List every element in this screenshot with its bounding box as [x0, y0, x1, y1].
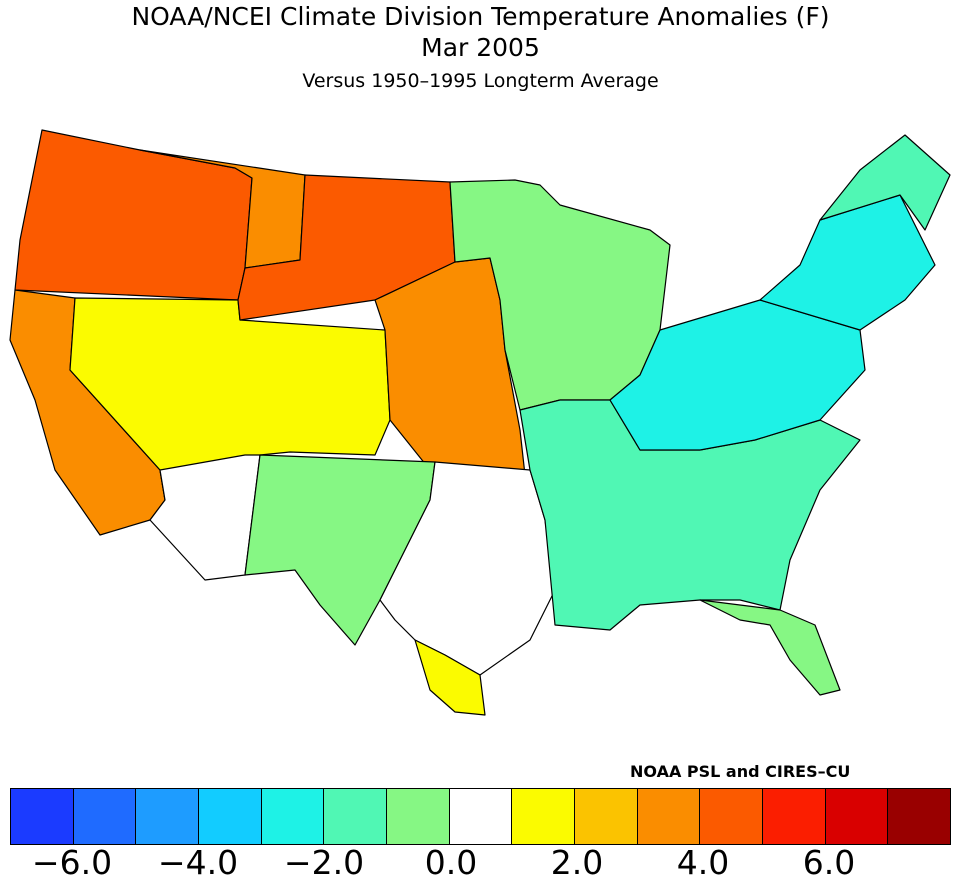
credit-text: NOAA PSL and CIRES–CU [630, 762, 851, 781]
region-northeast [759, 194, 936, 331]
color-scale-bin [136, 789, 200, 844]
us-climate-division-map [9, 129, 951, 716]
region-florida [699, 599, 841, 696]
color-scale-bin [763, 789, 826, 844]
color-scale-bin [11, 789, 74, 844]
map-subtitle: Versus 1950–1995 Longterm Average [302, 70, 659, 92]
color-scale-label: 2.0 [550, 843, 604, 882]
color-scale-label: −6.0 [31, 843, 113, 882]
color-scale-bin [637, 789, 701, 844]
region-southwest [149, 454, 261, 581]
region-pacific-northwest [14, 129, 253, 301]
region-south-texas [414, 639, 486, 716]
color-scale-bin [73, 789, 137, 844]
region-maine [819, 134, 951, 231]
map-title: NOAA/NCEI Climate Division Temperature A… [131, 2, 830, 31]
color-scale-bin [700, 789, 764, 844]
color-scale-bin [324, 789, 388, 844]
map-date: Mar 2005 [421, 33, 540, 62]
color-scale-bin [387, 789, 450, 844]
color-scale-bin [888, 789, 951, 844]
color-scale-bin [449, 789, 513, 844]
color-scale-bar [10, 788, 951, 845]
color-scale-label: 4.0 [676, 843, 730, 882]
color-scale-label: −4.0 [157, 843, 239, 882]
color-scale-bin [575, 789, 638, 844]
color-scale-label: 0.0 [424, 843, 478, 882]
color-scale-label: 6.0 [802, 843, 856, 882]
color-scale-bin [825, 789, 889, 844]
color-scale-bin [199, 789, 262, 844]
color-scale-bin [261, 789, 325, 844]
color-scale-label: −2.0 [283, 843, 365, 882]
color-scale-bin [512, 789, 576, 844]
